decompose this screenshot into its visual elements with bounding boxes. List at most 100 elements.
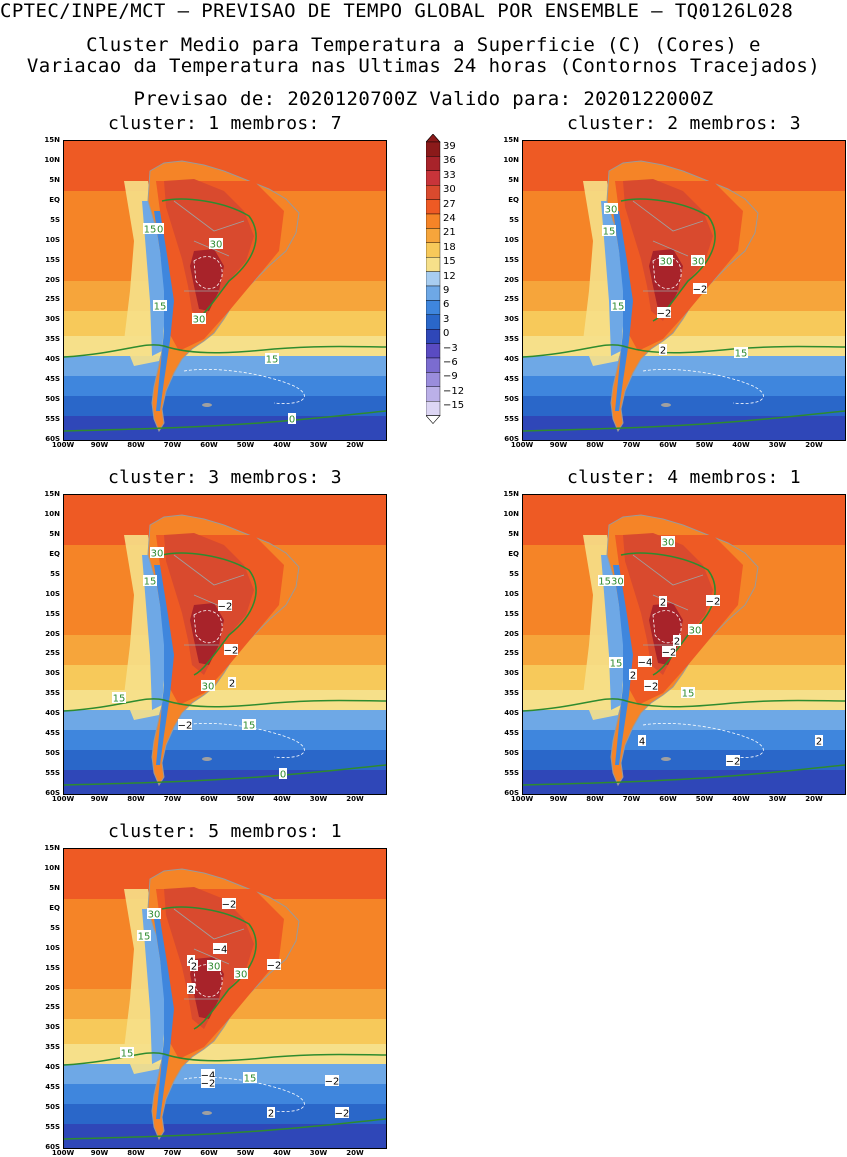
- colorbar-swatch: [426, 300, 441, 315]
- temperature-band: [523, 750, 845, 770]
- svg-text:−2: −2: [218, 602, 233, 613]
- latitude-label: 15S: [45, 609, 60, 618]
- latitude-label: EQ: [49, 549, 60, 558]
- contour-label: −2: [267, 959, 281, 972]
- contour-label: 15: [681, 687, 695, 700]
- colorbar-swatch: [426, 328, 441, 344]
- colorbar-label: 6: [443, 299, 450, 311]
- contour-label: 2: [190, 960, 198, 973]
- colorbar-swatch: [426, 343, 441, 359]
- svg-text:2: 2: [630, 671, 636, 682]
- contour-label: 4: [638, 735, 646, 748]
- latitude-label: 30S: [45, 1023, 60, 1032]
- contour-label: 2: [659, 596, 667, 609]
- longitude-label: 70W: [163, 441, 182, 449]
- contour-label: −4: [638, 656, 653, 669]
- svg-text:15: 15: [154, 302, 167, 313]
- latitude-label: 5S: [50, 215, 60, 224]
- longitude-label: 20W: [346, 441, 364, 449]
- latitude-label: 5S: [509, 569, 519, 578]
- latitude-label: 60S: [504, 435, 519, 443]
- forecast-header-line2: Cluster Medio para Temperatura a Superfi…: [86, 34, 761, 56]
- latitude-label: 45S: [45, 375, 60, 384]
- contour-label: −2: [335, 1107, 349, 1120]
- contour-label: 15: [609, 657, 623, 670]
- contour-label: 15: [143, 575, 157, 588]
- svg-text:30: 30: [689, 626, 702, 637]
- panel-title: cluster: 4 membros: 1: [567, 467, 801, 488]
- latitude-label: 30S: [504, 669, 519, 678]
- temperature-band: [64, 1124, 386, 1148]
- svg-text:30: 30: [605, 205, 618, 216]
- longitude-label: 80W: [586, 795, 604, 803]
- latitude-label: 50S: [45, 749, 60, 758]
- latitude-label: 45S: [504, 375, 519, 384]
- svg-text:15: 15: [144, 225, 157, 236]
- longitude-label: 100W: [51, 1149, 75, 1157]
- latitude-label: 40S: [45, 1063, 60, 1072]
- temperature-band: [64, 750, 386, 770]
- map-canvas: 30 15 −2 −2 30 2 15 −2 15 0: [64, 495, 386, 794]
- svg-text:30: 30: [660, 257, 673, 268]
- svg-text:−2: −2: [657, 309, 672, 320]
- contour-label: 30: [209, 238, 223, 251]
- colorbar-swatch: [426, 285, 441, 301]
- contour-label: 30: [201, 680, 215, 693]
- panel-title: cluster: 2 membros: 3: [567, 113, 801, 134]
- contour-label: 15: [120, 1047, 134, 1060]
- svg-text:15: 15: [682, 689, 695, 700]
- latitude-label: 15N: [44, 844, 60, 852]
- contour-label: 2: [267, 1107, 275, 1120]
- latitude-label: 25S: [45, 649, 60, 658]
- colorbar-label: 12: [443, 270, 456, 282]
- latitude-label: 35S: [45, 689, 60, 698]
- svg-text:−4: −4: [638, 658, 653, 669]
- latitude-label: EQ: [508, 549, 519, 558]
- svg-text:15: 15: [121, 1049, 134, 1060]
- svg-text:−4: −4: [213, 945, 228, 956]
- contour-label: 30: [192, 313, 206, 326]
- svg-text:2: 2: [674, 637, 680, 648]
- contour-label: 30: [661, 536, 675, 549]
- latitude-label: 10N: [44, 155, 60, 164]
- longitude-label: 40W: [273, 1149, 291, 1157]
- colorbar-swatch: [426, 314, 441, 330]
- colorbar-label: −12: [443, 385, 465, 397]
- colorbar-label: −15: [443, 400, 465, 412]
- colorbar-label: 36: [443, 155, 456, 167]
- svg-text:−2: −2: [662, 648, 677, 659]
- contour-label: 2: [659, 344, 667, 357]
- latitude-label: 5N: [508, 175, 519, 184]
- latitude-label: 35S: [45, 1043, 60, 1052]
- longitude-label: 90W: [90, 795, 109, 803]
- latitude-label: 35S: [504, 689, 519, 698]
- svg-text:−2: −2: [224, 646, 239, 657]
- latitude-label: 55S: [45, 1123, 60, 1132]
- latitude-label: 10S: [45, 943, 60, 952]
- svg-text:2: 2: [660, 346, 666, 357]
- latitude-label: 10N: [503, 155, 519, 164]
- contour-label: 15: [242, 719, 256, 732]
- temperature-band: [523, 356, 845, 376]
- longitude-label: 30W: [768, 795, 787, 803]
- temperature-band: [64, 730, 386, 750]
- panel-title: cluster: 5 membros: 1: [108, 821, 342, 842]
- colorbar-swatch: [426, 228, 441, 244]
- longitude-label: 70W: [163, 795, 182, 803]
- temperature-band: [64, 710, 386, 730]
- colorbar-label: −3: [443, 342, 458, 354]
- longitude-label: 100W: [510, 441, 534, 449]
- latitude-label: 60S: [45, 435, 60, 443]
- temperature-band: [64, 1104, 386, 1124]
- latitude-label: 10N: [44, 863, 60, 872]
- longitude-label: 30W: [309, 441, 328, 449]
- contour-label: 15: [153, 300, 167, 313]
- svg-text:2: 2: [229, 679, 235, 690]
- latitude-label: 15S: [45, 963, 60, 972]
- contour-label: −2: [726, 755, 740, 768]
- longitude-label: 40W: [273, 795, 291, 803]
- longitude-label: 70W: [163, 1149, 182, 1157]
- longitude-label: 60W: [200, 441, 218, 449]
